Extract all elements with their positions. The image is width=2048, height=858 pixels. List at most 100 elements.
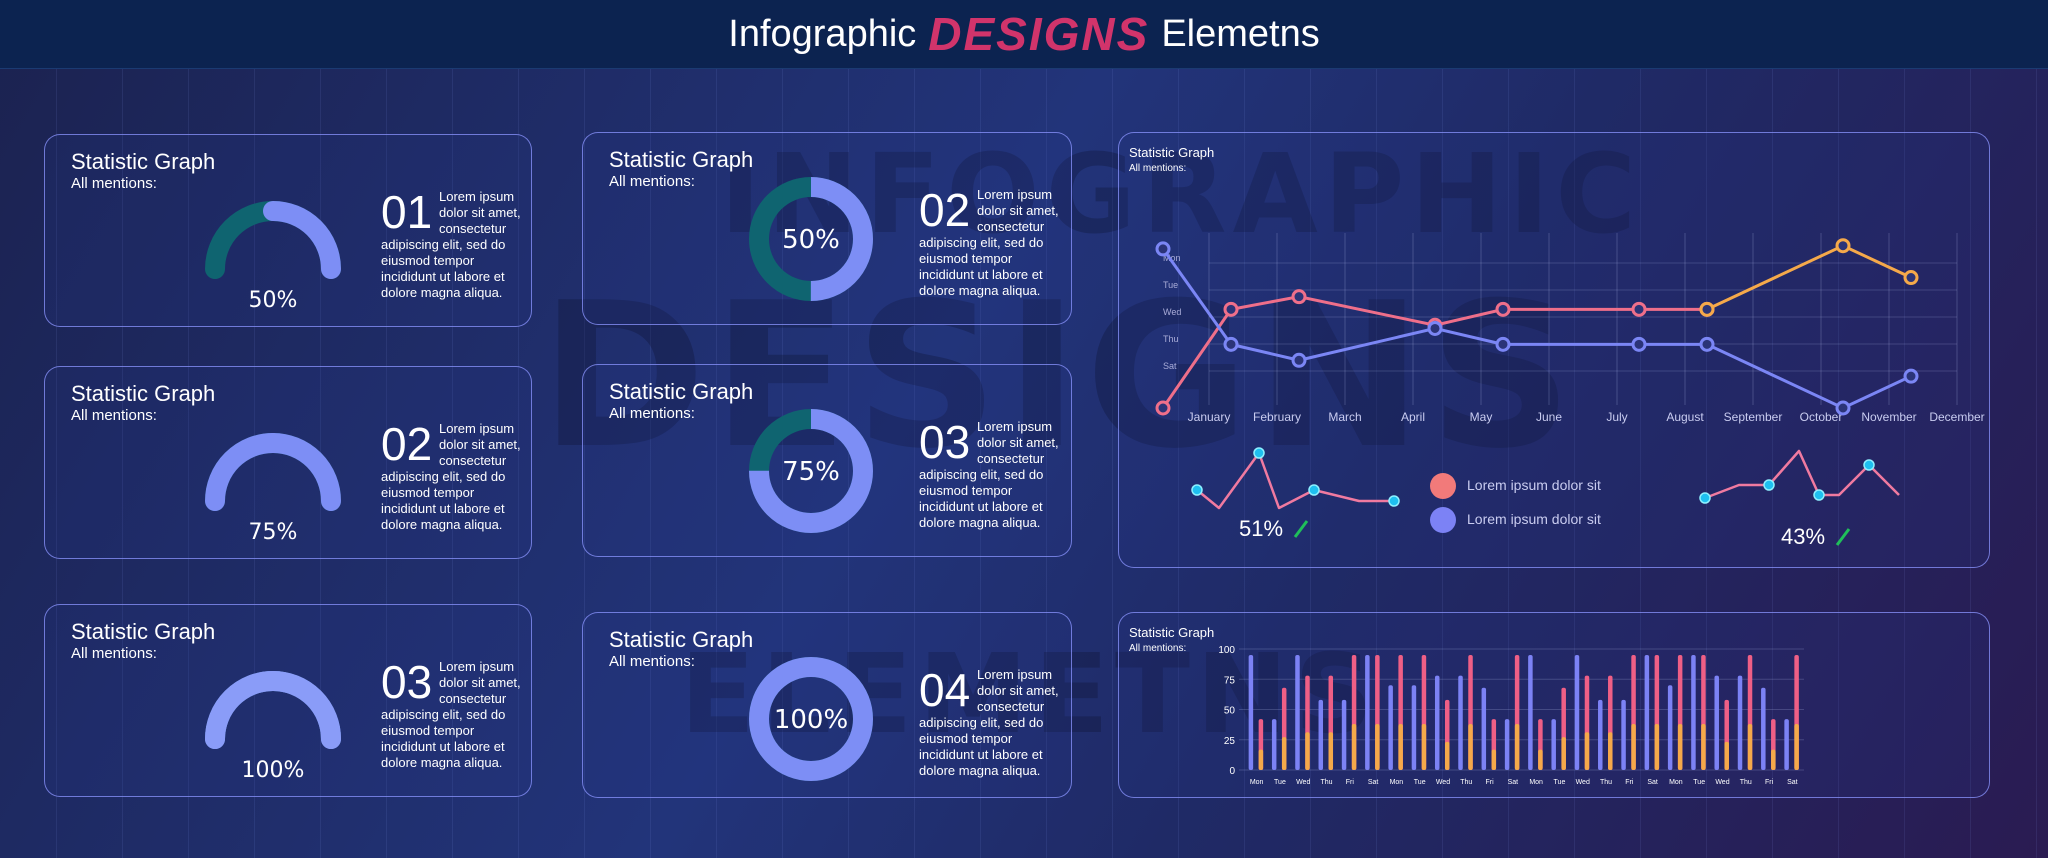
sparkline-point: [1191, 484, 1203, 496]
line-point: [1155, 241, 1171, 257]
card-description-head: Lorem ipsum dolor sit amet, consectetur: [439, 659, 521, 706]
gauge-fill: [263, 201, 341, 279]
line-point: [1495, 336, 1511, 352]
bar: [1504, 719, 1510, 770]
card-subtitle: All mentions:: [71, 645, 157, 662]
bar: [1794, 724, 1799, 770]
x-tick-label: October: [1800, 410, 1843, 424]
line-chart-subtitle: All mentions:: [1129, 163, 1187, 174]
card-subtitle: All mentions:: [609, 173, 695, 190]
bar-y-tick: 75: [1224, 675, 1236, 686]
bar: [1434, 675, 1440, 770]
ring-percent: 75%: [782, 457, 840, 487]
bar-y-tick: 25: [1224, 736, 1236, 747]
card-description-head: Lorem ipsum dolor sit amet, consectetur: [977, 187, 1059, 234]
background-gridline: [188, 68, 189, 858]
card-description-head: Lorem ipsum dolor sit amet, consectetur: [439, 421, 521, 468]
background-gridline: [452, 68, 453, 858]
line-series: [1706, 244, 1912, 311]
background-gridline: [518, 68, 519, 858]
bar-x-tick: Thu: [1460, 779, 1472, 786]
x-tick-label: December: [1929, 410, 1984, 424]
bar: [1351, 724, 1357, 770]
arrow-up-icon: [1293, 520, 1309, 538]
sparkline-left: [1196, 451, 1394, 510]
gauge-fill: [205, 671, 341, 749]
bar: [1561, 737, 1566, 770]
bar: [1771, 749, 1776, 770]
background-gridline: [1178, 68, 1179, 858]
sparkline-left-value: 51%: [1239, 516, 1283, 541]
sparkline-point: [1699, 492, 1711, 504]
bar: [1248, 655, 1254, 770]
card-description: adipiscing elit, sed do eiusmod tempor i…: [919, 715, 1044, 778]
x-tick-label: August: [1666, 410, 1704, 424]
background-gridline: [584, 68, 585, 858]
gauge-graphic: 50%: [749, 177, 873, 301]
gauge-card: Statistic Graph All mentions: 01 Lorem ipsu…: [44, 134, 532, 327]
bar-x-tick: Mon: [1529, 779, 1543, 786]
bar-chart-subtitle: All mentions:: [1129, 643, 1187, 654]
bar: [1458, 675, 1463, 770]
card-title: Statistic Graph: [71, 619, 216, 644]
bar: [1514, 724, 1520, 770]
bar-x-tick: Tue: [1274, 779, 1286, 786]
ring-fill: [749, 657, 873, 781]
sparkline-point: [1388, 495, 1400, 507]
bar: [1271, 719, 1277, 770]
legend-swatch: [1430, 473, 1456, 499]
background-gridline: [716, 68, 717, 858]
card-subtitle: All mentions:: [71, 175, 157, 192]
line-point: [1699, 336, 1715, 352]
background-gridline: [1904, 68, 1905, 858]
line-point: [1291, 352, 1307, 368]
background-gridline: [254, 68, 255, 858]
line-point: [1903, 368, 1919, 384]
bar: [1667, 685, 1673, 770]
sparkline-point: [1253, 447, 1265, 459]
line-chart-card: Statistic Graph All mentions: January Feb…: [1118, 132, 1990, 568]
page-title-bar: Infographic DESIGNS Elemetns: [0, 0, 2048, 69]
bar: [1528, 655, 1533, 770]
line-point: [1631, 336, 1647, 352]
bar-x-tick: Mon: [1669, 779, 1683, 786]
gauge-card: Statistic Graph All mentions: 02 Lorem ipsu…: [44, 366, 532, 559]
bar-chart-card: Statistic Graph All mentions: 0 25 50 75 100…: [1118, 612, 1990, 798]
gauge-graphic: 75%: [749, 409, 873, 533]
bar: [1551, 719, 1556, 770]
bar-x-tick: Fri: [1485, 779, 1494, 786]
title-left: Infographic: [728, 12, 917, 55]
card-title: Statistic Graph: [609, 147, 754, 172]
bar: [1468, 724, 1473, 770]
line-point: [1835, 400, 1851, 416]
card-description: adipiscing elit, sed do eiusmod tempor i…: [381, 237, 506, 300]
background-gridline: [1772, 68, 1773, 858]
ring-fill: [749, 177, 873, 301]
line-series: [1161, 248, 1912, 410]
bar: [1328, 732, 1334, 770]
background-gridline: [848, 68, 849, 858]
bar-x-tick: Sat: [1368, 779, 1379, 786]
bar: [1747, 724, 1753, 770]
x-tick-label: April: [1401, 410, 1425, 424]
ring-percent: 100%: [774, 705, 848, 735]
bar: [1654, 724, 1660, 770]
bar: [1491, 749, 1497, 770]
bar: [1621, 699, 1626, 770]
bar: [1258, 749, 1264, 770]
bar: [1281, 737, 1287, 770]
bar: [1644, 655, 1650, 770]
bar: [1421, 724, 1427, 770]
x-tick-label: November: [1861, 410, 1916, 424]
bar-x-tick: Thu: [1600, 779, 1612, 786]
bar-x-tick: Sat: [1508, 779, 1519, 786]
bar-x-tick: Wed: [1576, 779, 1590, 786]
x-tick-label: June: [1536, 410, 1562, 424]
card-number: 03: [381, 656, 433, 708]
sparkline-point: [1813, 489, 1825, 501]
gauge-graphic: 50%: [205, 201, 341, 313]
card-title: Statistic Graph: [609, 627, 754, 652]
bar: [1538, 749, 1543, 770]
card-description: adipiscing elit, sed do eiusmod tempor i…: [381, 469, 506, 532]
title-right: Elemetns: [1161, 12, 1320, 55]
